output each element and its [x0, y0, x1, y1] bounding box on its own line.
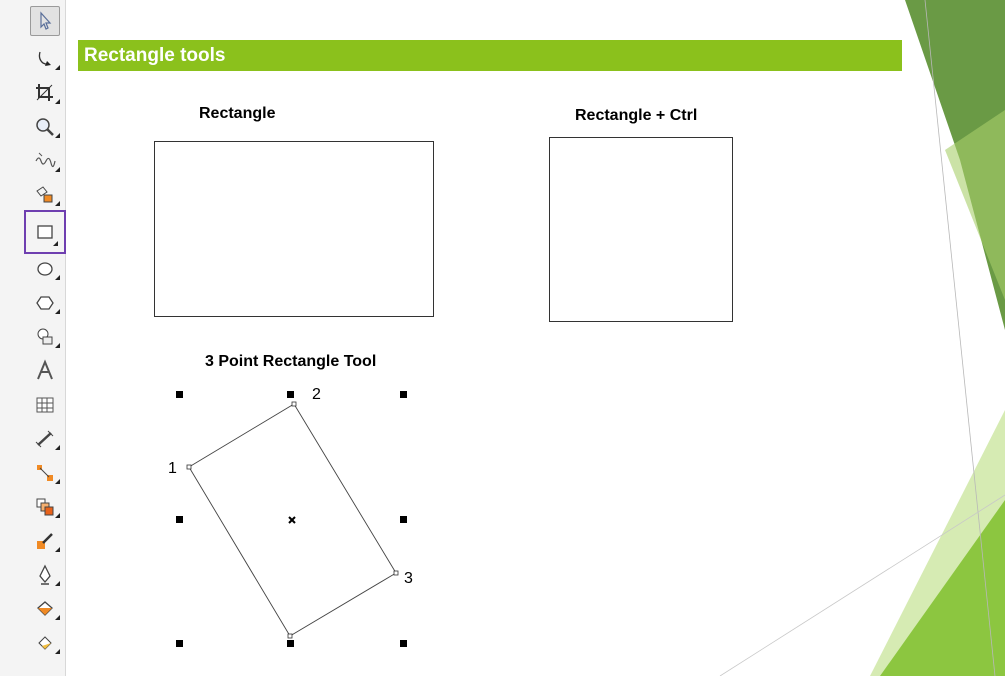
pick-tool-button[interactable]	[30, 6, 60, 36]
interactive-fill-tool-button[interactable]	[24, 626, 66, 660]
point-2-label: 2	[312, 386, 321, 403]
rectangle-tool-button[interactable]	[24, 210, 66, 254]
shape-tool-icon	[38, 51, 51, 66]
deco-line-2	[719, 494, 1005, 676]
dimension-tool-button[interactable]	[24, 422, 66, 456]
freehand-tool-button[interactable]	[24, 144, 66, 178]
three-point-label: 3 Point Rectangle Tool	[205, 353, 377, 370]
handle-middle-right	[400, 516, 407, 523]
deco-shape-bottom-right	[880, 500, 1005, 676]
square-example	[549, 137, 733, 322]
crop-tool-button[interactable]	[24, 76, 66, 110]
rectangle-example	[154, 141, 434, 317]
dimension-tool-icon	[35, 430, 54, 448]
ellipse-tool-icon	[37, 262, 53, 276]
fill-tool-icon	[37, 601, 53, 616]
polygon-tool-button[interactable]	[24, 286, 66, 320]
shape-tool-button[interactable]	[24, 42, 66, 76]
connector-tool-button[interactable]	[24, 456, 66, 490]
connector-tool-icon	[37, 465, 53, 481]
corner-nodes	[186, 401, 399, 639]
rectangle-tool-icon	[37, 225, 53, 239]
selection-handles	[176, 391, 407, 647]
pick-tool-icon	[40, 11, 52, 30]
smart-fill-tool-icon	[36, 186, 53, 203]
three-point-rectangle-example	[176, 391, 407, 647]
deco-shape-top-right	[905, 0, 1005, 330]
fill-tool-button[interactable]	[24, 592, 66, 626]
ellipse-tool-button[interactable]	[24, 252, 66, 286]
toolbox	[0, 0, 66, 676]
interactive-fill-tool-icon	[38, 636, 52, 650]
handle-bottom-right	[400, 640, 407, 647]
zoom-tool-button[interactable]	[24, 110, 66, 144]
rectangle-label: Rectangle	[199, 105, 276, 122]
crop-tool-icon	[36, 84, 53, 101]
outline-pen-tool-button[interactable]	[24, 558, 66, 592]
polygon-tool-icon	[36, 296, 54, 310]
deco-shape-mid-right	[945, 110, 1005, 300]
handle-bottom-left	[176, 640, 183, 647]
basic-shapes-tool-button[interactable]	[24, 320, 66, 354]
handle-top-left	[176, 391, 183, 398]
point-3-label: 3	[404, 570, 413, 587]
table-tool-icon	[36, 397, 54, 413]
handle-middle-left	[176, 516, 183, 523]
center-marker	[288, 516, 296, 524]
basic-shapes-tool-icon	[37, 328, 53, 345]
deco-line-1	[924, 0, 996, 676]
text-tool-button[interactable]	[24, 354, 66, 388]
zoom-tool-icon	[36, 118, 54, 136]
handle-top-center	[287, 391, 294, 398]
rectangle-ctrl-label: Rectangle + Ctrl	[575, 107, 698, 124]
handle-bottom-center	[287, 640, 294, 647]
table-tool-button[interactable]	[24, 388, 66, 422]
slide-title-banner: Rectangle tools	[78, 40, 902, 71]
blend-tool-button[interactable]	[24, 490, 66, 524]
eyedropper-tool-icon	[37, 533, 53, 549]
eyedropper-tool-button[interactable]	[24, 524, 66, 558]
freehand-tool-icon	[35, 152, 56, 168]
outline-pen-tool-icon	[39, 564, 51, 585]
point-1-label: 1	[168, 460, 177, 477]
blend-tool-icon	[36, 498, 54, 516]
handle-top-right	[400, 391, 407, 398]
smart-fill-tool-button[interactable]	[24, 178, 66, 212]
text-tool-icon	[37, 359, 53, 380]
